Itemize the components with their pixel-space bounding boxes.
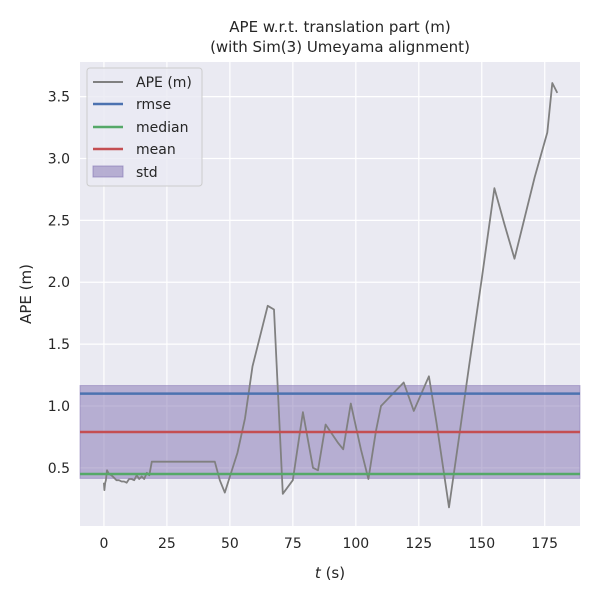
y-tick-label: 3.5 <box>48 90 70 106</box>
y-axis-label: APE (m) <box>17 264 35 324</box>
x-tick-label: 25 <box>158 536 176 552</box>
legend-label-std: std <box>136 165 158 181</box>
tick-labels: 0 25 50 75 100 125 150 175 0.5 1.0 1.5 2.0 2.5 3.0 3.5 <box>48 90 558 552</box>
y-tick-label: 2.5 <box>48 213 70 229</box>
x-axis-variable: t <box>315 564 322 582</box>
x-tick-label: 100 <box>342 536 369 552</box>
legend-label-median: median <box>136 120 188 136</box>
x-tick-label: 75 <box>284 536 302 552</box>
chart-title: APE w.r.t. translation part (m) <box>229 18 450 36</box>
x-tick-label: 175 <box>531 536 558 552</box>
legend-label-rmse: rmse <box>136 97 171 113</box>
legend: APE (m) rmse median mean std <box>86 67 203 187</box>
y-tick-label: 1.5 <box>48 337 70 353</box>
x-tick-label: 125 <box>405 536 432 552</box>
ape-series-line <box>103 82 559 509</box>
x-axis-label: t (s) <box>315 564 345 582</box>
legend-box <box>86 67 203 187</box>
x-tick-label: 50 <box>221 536 239 552</box>
x-axis-unit: (s) <box>321 564 345 582</box>
legend-swatch-std <box>92 165 124 178</box>
x-tick-label: 0 <box>99 536 108 552</box>
series-layer <box>80 82 580 509</box>
y-tick-label: 3.0 <box>48 152 70 168</box>
chart-subtitle: (with Sim(3) Umeyama alignment) <box>210 38 470 56</box>
y-tick-label: 2.0 <box>48 275 70 291</box>
x-tick-label: 150 <box>468 536 495 552</box>
y-tick-label: 0.5 <box>48 461 70 477</box>
legend-label-mean: mean <box>136 142 176 158</box>
y-tick-label: 1.0 <box>48 399 70 415</box>
legend-label-ape: APE (m) <box>136 75 192 91</box>
